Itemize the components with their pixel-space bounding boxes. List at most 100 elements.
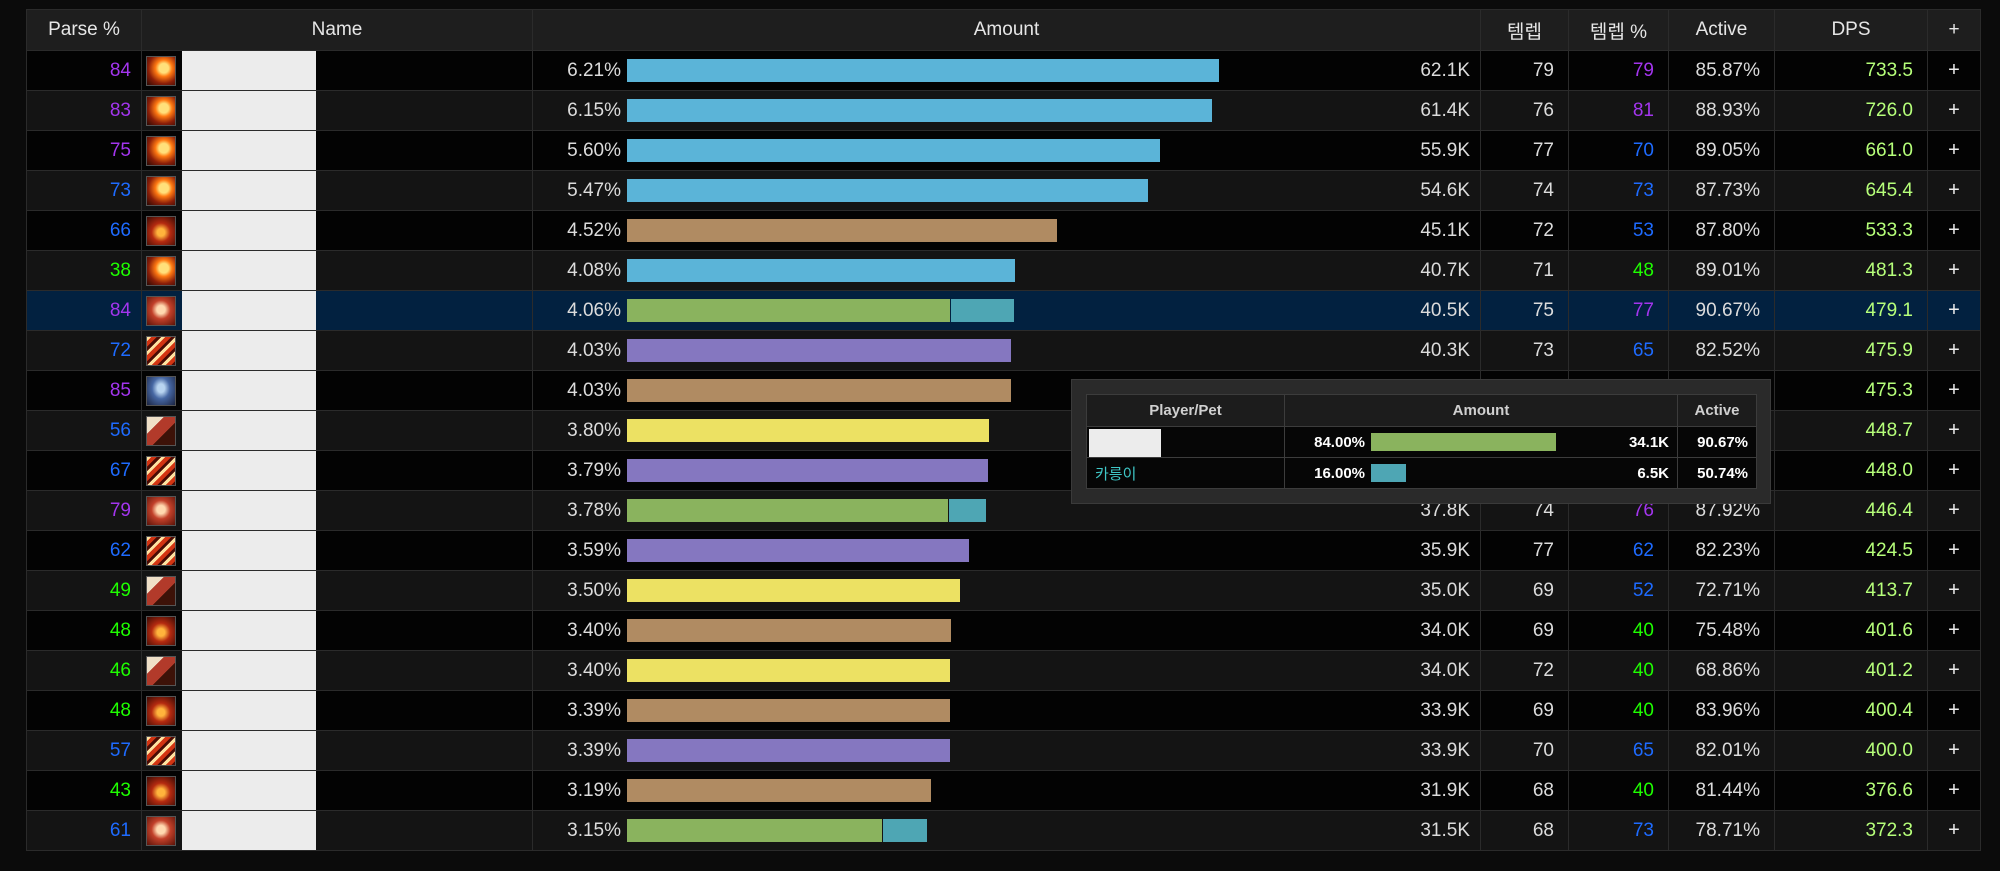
- tooltip-header-amount: Amount: [1284, 394, 1678, 427]
- player-name-cell[interactable]: [141, 690, 533, 731]
- expand-row-button[interactable]: +: [1927, 530, 1981, 571]
- expand-row-button[interactable]: +: [1927, 770, 1981, 811]
- warlock-slash-icon: [146, 336, 176, 366]
- table-row[interactable]: 43 3.19% 31.9K 68 40 81.44% 376.6 +: [26, 770, 1981, 811]
- player-name-cell[interactable]: [141, 570, 533, 611]
- expand-row-button[interactable]: +: [1927, 610, 1981, 651]
- amount-value: 61.4K: [1420, 100, 1470, 121]
- header-name[interactable]: Name: [141, 9, 533, 51]
- player-name-cell[interactable]: [141, 610, 533, 651]
- expand-row-button[interactable]: +: [1927, 730, 1981, 771]
- amount-value: 45.1K: [1420, 220, 1470, 241]
- player-name-cell[interactable]: [141, 90, 533, 131]
- dps-value: 448.7: [1774, 410, 1928, 451]
- player-name-cell[interactable]: [141, 290, 533, 331]
- amount-bar-track: [627, 419, 1418, 442]
- amount-bar-track: [627, 139, 1418, 162]
- table-row[interactable]: 38 4.08% 40.7K 71 48 89.01% 481.3 +: [26, 250, 1981, 291]
- tooltip-header-player: Player/Pet: [1086, 394, 1285, 427]
- player-name-cell[interactable]: [141, 410, 533, 451]
- table-row[interactable]: 49 3.50% 35.0K 69 52 72.71% 413.7 +: [26, 570, 1981, 611]
- expand-row-button[interactable]: +: [1927, 210, 1981, 251]
- header-ilvl[interactable]: 템렙: [1480, 9, 1569, 51]
- player-name-cell[interactable]: [141, 130, 533, 171]
- expand-row-button[interactable]: +: [1927, 330, 1981, 371]
- expand-row-button[interactable]: +: [1927, 290, 1981, 331]
- active-percent: 83.96%: [1668, 690, 1775, 731]
- table-row[interactable]: 72 4.03% 40.3K 73 65 82.52% 475.9 +: [26, 330, 1981, 371]
- amount-bar-track: [627, 819, 1418, 842]
- amount-value: 35.0K: [1420, 580, 1470, 601]
- amount-bar-track: [627, 179, 1418, 202]
- expand-row-button[interactable]: +: [1927, 410, 1981, 451]
- expand-row-button[interactable]: +: [1927, 650, 1981, 691]
- table-row[interactable]: 57 3.39% 33.9K 70 65 82.01% 400.0 +: [26, 730, 1981, 771]
- amount-bar-track: [627, 339, 1418, 362]
- table-row[interactable]: 66 4.52% 45.1K 72 53 87.80% 533.3 +: [26, 210, 1981, 251]
- redacted-player-name: [182, 611, 316, 650]
- player-name-cell[interactable]: [141, 650, 533, 691]
- expand-row-button[interactable]: +: [1927, 170, 1981, 211]
- amount-bar-mage: [627, 99, 1212, 122]
- table-row[interactable]: 75 5.60% 55.9K 77 70 89.05% 661.0 +: [26, 130, 1981, 171]
- player-name-cell[interactable]: [141, 250, 533, 291]
- warrior-helm-icon: [146, 776, 176, 806]
- table-row[interactable]: 61 3.15% 31.5K 68 73 78.71% 372.3 +: [26, 810, 1981, 851]
- fire-mage-icon: [146, 256, 176, 286]
- player-name-cell[interactable]: [141, 530, 533, 571]
- expand-row-button[interactable]: +: [1927, 810, 1981, 851]
- header-active[interactable]: Active: [1668, 9, 1775, 51]
- active-percent: 90.67%: [1668, 290, 1775, 331]
- expand-row-button[interactable]: +: [1927, 570, 1981, 611]
- table-row[interactable]: 84 4.06% 40.5K 75 77 90.67% 479.1 +: [26, 290, 1981, 331]
- header-parse[interactable]: Parse %: [26, 9, 142, 51]
- tooltip-row-pet: 카릉이 16.00% 6.5K 50.74%: [1086, 457, 1757, 489]
- player-name-cell[interactable]: [141, 370, 533, 411]
- expand-row-button[interactable]: +: [1927, 450, 1981, 491]
- player-name-cell[interactable]: [141, 810, 533, 851]
- item-level-percent: 73: [1568, 810, 1669, 851]
- redacted-player-name: [182, 371, 316, 410]
- redacted-player-name: [182, 251, 316, 290]
- table-row[interactable]: 46 3.40% 34.0K 72 40 68.86% 401.2 +: [26, 650, 1981, 691]
- header-expand-all[interactable]: +: [1927, 9, 1981, 51]
- expand-row-button[interactable]: +: [1927, 50, 1981, 91]
- amount-bar-hunter: [627, 819, 882, 842]
- player-name-cell[interactable]: [141, 490, 533, 531]
- item-level-percent: 73: [1568, 170, 1669, 211]
- item-level-percent: 81: [1568, 90, 1669, 131]
- amount-cell: 3.59% 35.9K: [532, 530, 1481, 571]
- expand-row-button[interactable]: +: [1927, 490, 1981, 531]
- amount-bar-warrior: [627, 619, 951, 642]
- item-level-percent: 65: [1568, 330, 1669, 371]
- expand-row-button[interactable]: +: [1927, 250, 1981, 291]
- player-name-cell[interactable]: [141, 770, 533, 811]
- table-row[interactable]: 62 3.59% 35.9K 77 62 82.23% 424.5 +: [26, 530, 1981, 571]
- active-percent: 82.01%: [1668, 730, 1775, 771]
- active-percent: 89.05%: [1668, 130, 1775, 171]
- player-name-cell[interactable]: [141, 730, 533, 771]
- table-row[interactable]: 83 6.15% 61.4K 76 81 88.93% 726.0 +: [26, 90, 1981, 131]
- table-row[interactable]: 48 3.40% 34.0K 69 40 75.48% 401.6 +: [26, 610, 1981, 651]
- player-name-cell[interactable]: [141, 330, 533, 371]
- expand-row-button[interactable]: +: [1927, 690, 1981, 731]
- header-amount[interactable]: Amount: [532, 9, 1481, 51]
- expand-row-button[interactable]: +: [1927, 90, 1981, 131]
- table-row[interactable]: 84 6.21% 62.1K 79 79 85.87% 733.5 +: [26, 50, 1981, 91]
- table-row[interactable]: 48 3.39% 33.9K 69 40 83.96% 400.4 +: [26, 690, 1981, 731]
- expand-row-button[interactable]: +: [1927, 130, 1981, 171]
- amount-percent: 5.60%: [567, 140, 621, 161]
- table-row[interactable]: 73 5.47% 54.6K 74 73 87.73% 645.4 +: [26, 170, 1981, 211]
- item-level: 70: [1480, 730, 1569, 771]
- header-ilvl-pct[interactable]: 템렙 %: [1568, 9, 1669, 51]
- tooltip-player-amount-value: 34.1K: [1628, 434, 1669, 451]
- player-name-cell[interactable]: [141, 170, 533, 211]
- player-name-cell[interactable]: [141, 450, 533, 491]
- player-name-cell[interactable]: [141, 50, 533, 91]
- expand-row-button[interactable]: +: [1927, 370, 1981, 411]
- header-dps[interactable]: DPS: [1774, 9, 1928, 51]
- item-level-percent: 40: [1568, 610, 1669, 651]
- tooltip-player-name: [1086, 426, 1285, 458]
- player-name-cell[interactable]: [141, 210, 533, 251]
- amount-bar-hunter: [627, 299, 950, 322]
